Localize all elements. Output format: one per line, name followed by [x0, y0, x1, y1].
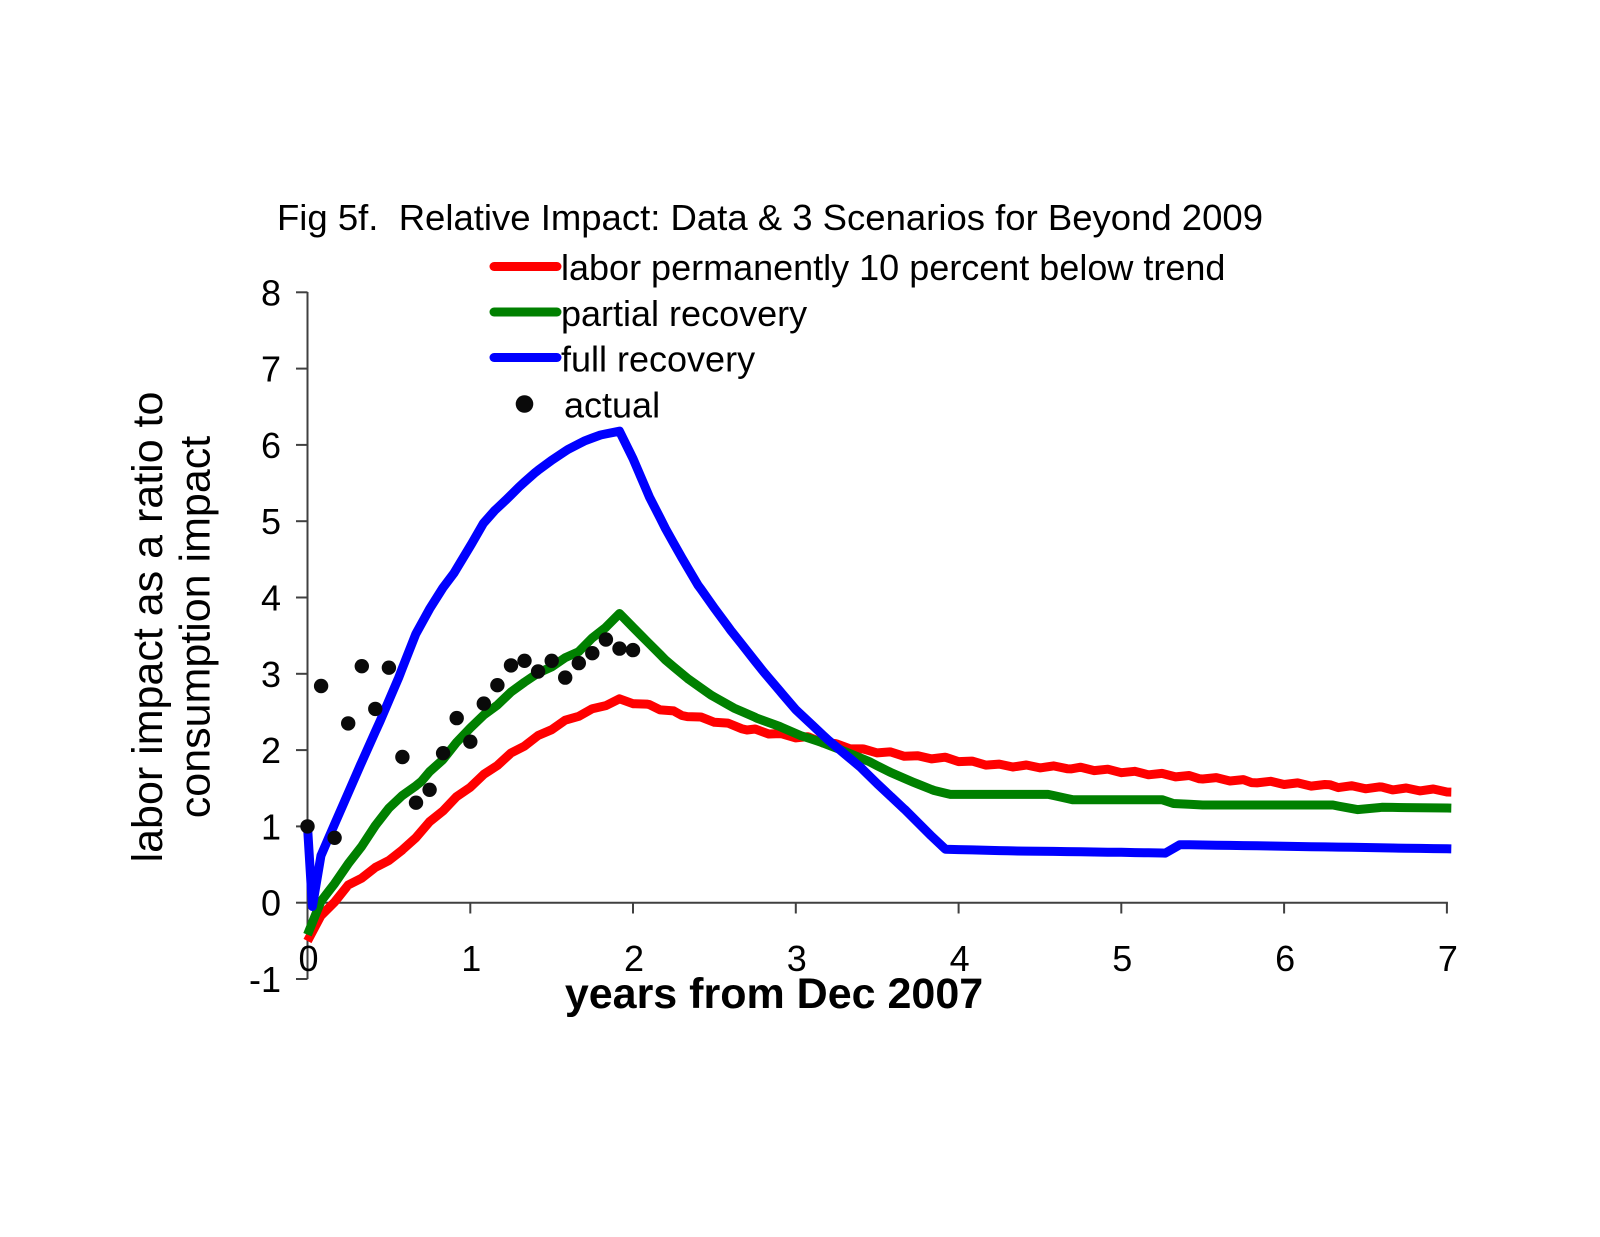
svg-text:Fig 5f. Relative Impact: Data: Fig 5f. Relative Impact: Data & 3 Scenar… [277, 197, 1263, 238]
svg-text:5: 5 [1112, 938, 1132, 979]
svg-text:6: 6 [1275, 938, 1295, 979]
svg-text:6: 6 [261, 425, 281, 466]
svg-text:3: 3 [787, 938, 807, 979]
svg-text:2: 2 [261, 730, 281, 771]
svg-text:years from Dec 2007: years from Dec 2007 [565, 970, 983, 1018]
svg-text:partial recovery: partial recovery [561, 293, 807, 334]
svg-text:labor permanently 10 percent b: labor permanently 10 percent below trend [561, 247, 1225, 288]
svg-text:4: 4 [950, 938, 970, 979]
svg-text:0: 0 [298, 938, 318, 979]
svg-text:4: 4 [261, 578, 281, 619]
svg-text:5: 5 [261, 501, 281, 542]
svg-text:7: 7 [261, 349, 281, 390]
svg-text:3: 3 [261, 654, 281, 695]
svg-text:8: 8 [261, 272, 281, 313]
svg-text:1: 1 [261, 806, 281, 847]
svg-text:7: 7 [1438, 938, 1458, 979]
svg-text:consumption impact: consumption impact [172, 436, 220, 818]
svg-text:actual: actual [564, 385, 660, 426]
svg-text:full recovery: full recovery [561, 339, 755, 380]
svg-text:1: 1 [461, 938, 481, 979]
svg-text:0: 0 [261, 883, 281, 924]
svg-text:labor impact as a ratio to: labor impact as a ratio to [124, 392, 172, 863]
svg-text:-1: -1 [249, 959, 281, 1000]
svg-text:2: 2 [624, 938, 644, 979]
